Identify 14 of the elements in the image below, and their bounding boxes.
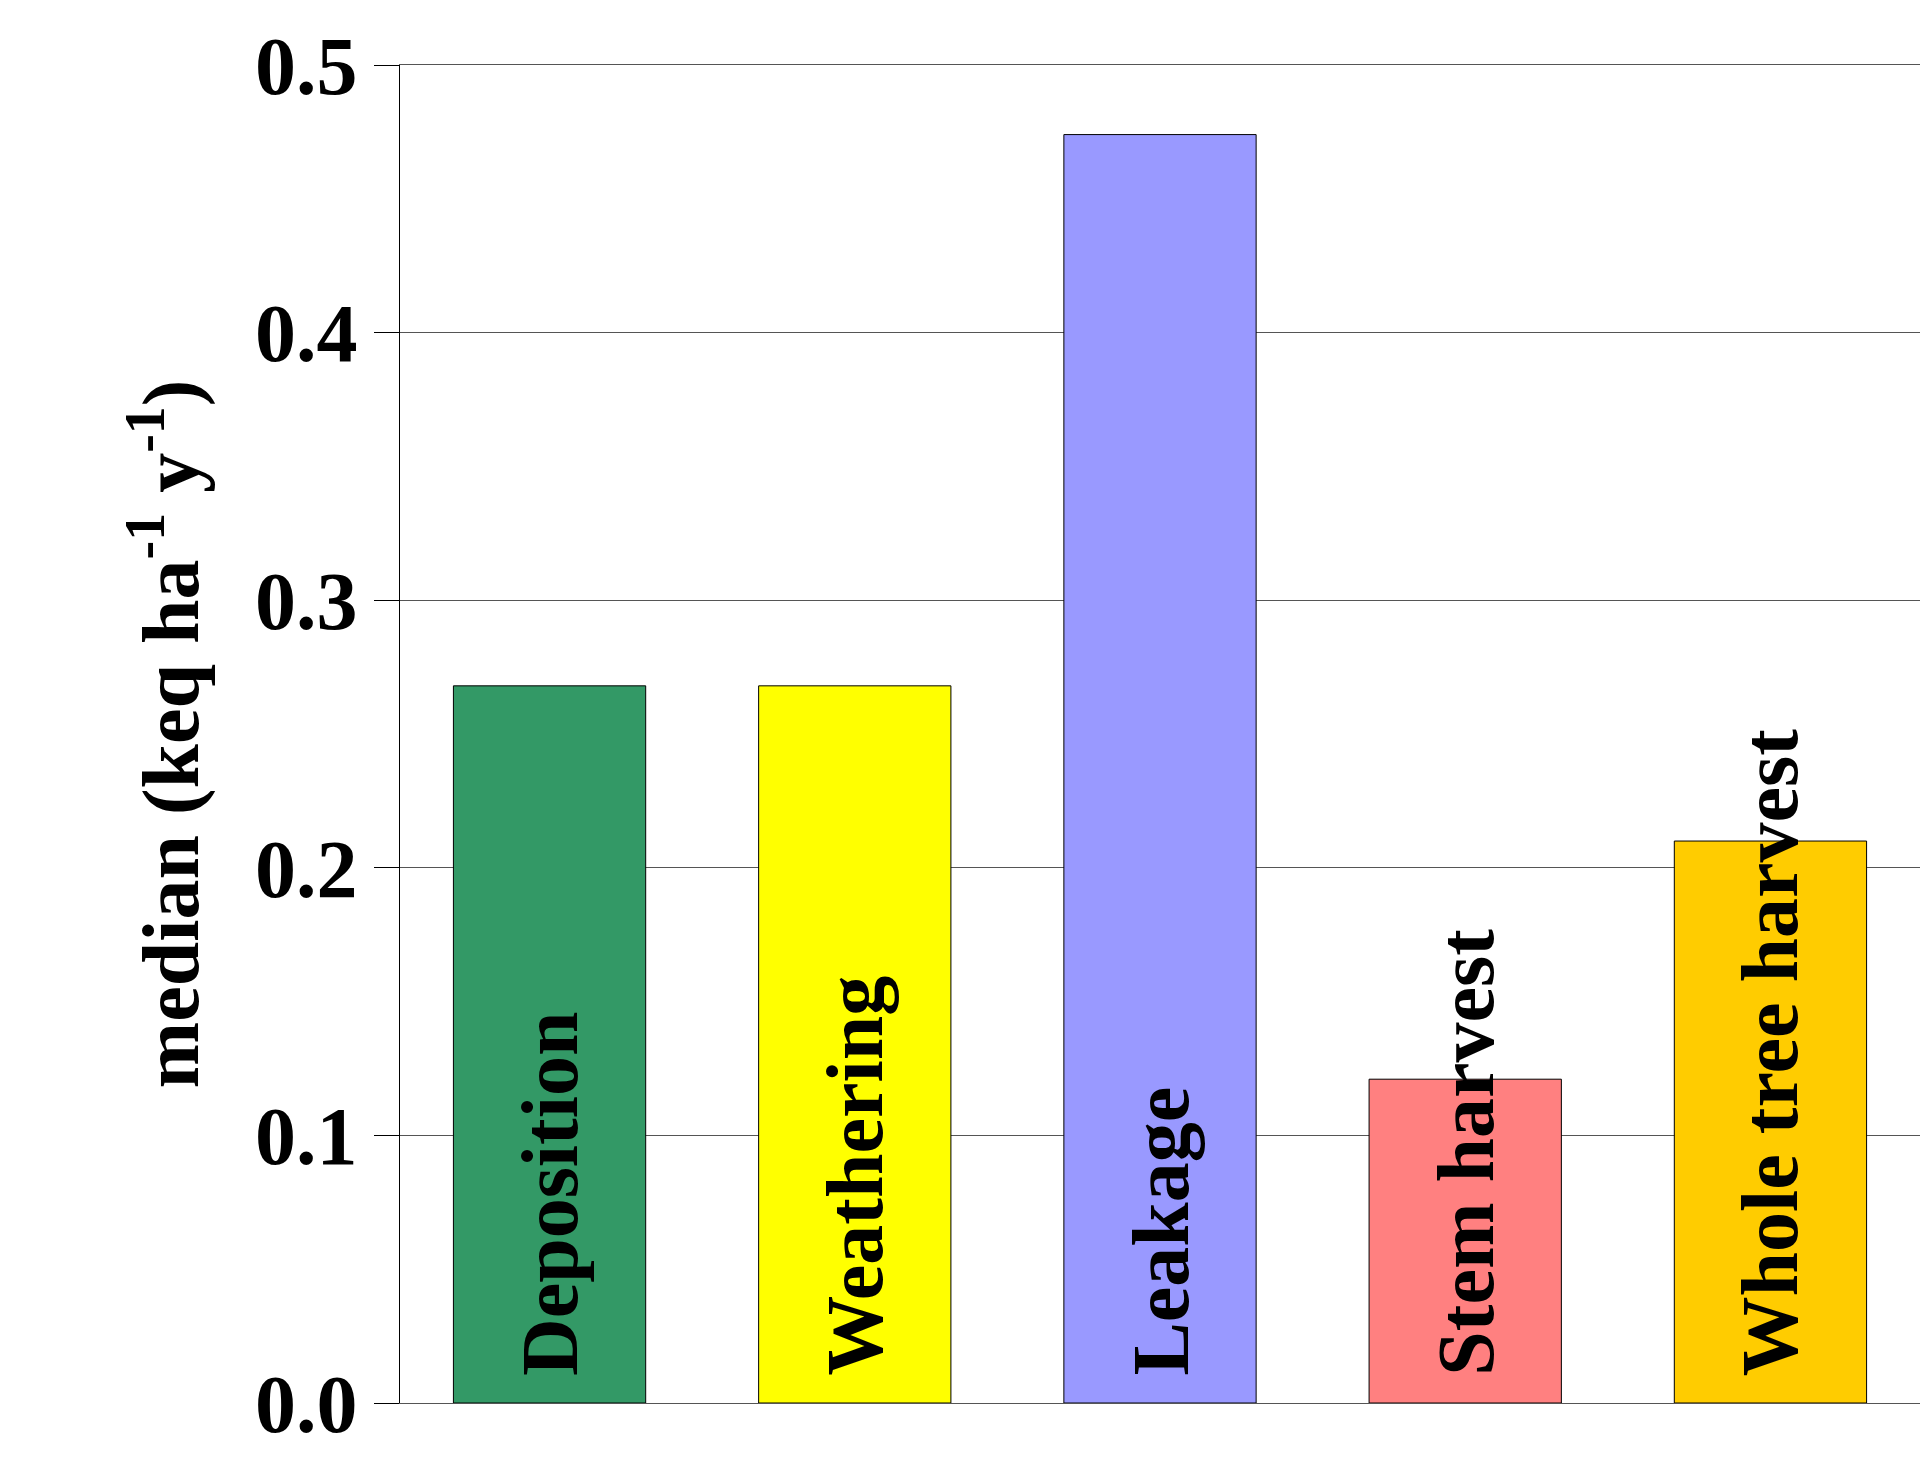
x-tick-label: Whole tree harvest: [1726, 728, 1815, 1377]
bar: [758, 685, 952, 1403]
x-tick-label: Weathering: [810, 975, 899, 1376]
x-tick-label: Leakage: [1116, 1086, 1205, 1376]
y-tick-label: 0.2: [255, 823, 358, 915]
x-tick-label: Stem harvest: [1421, 928, 1510, 1376]
y-tick-label: 0.0: [255, 1358, 358, 1450]
y-tick-label: 0.4: [255, 288, 358, 380]
y-tick-label: 0.1: [255, 1091, 358, 1183]
x-tick-label: Deposition: [506, 1011, 595, 1377]
y-tick-label: 0.5: [255, 20, 358, 112]
bar: [1063, 134, 1257, 1403]
bar: [452, 685, 647, 1403]
y-tick-label: 0.3: [255, 555, 358, 647]
